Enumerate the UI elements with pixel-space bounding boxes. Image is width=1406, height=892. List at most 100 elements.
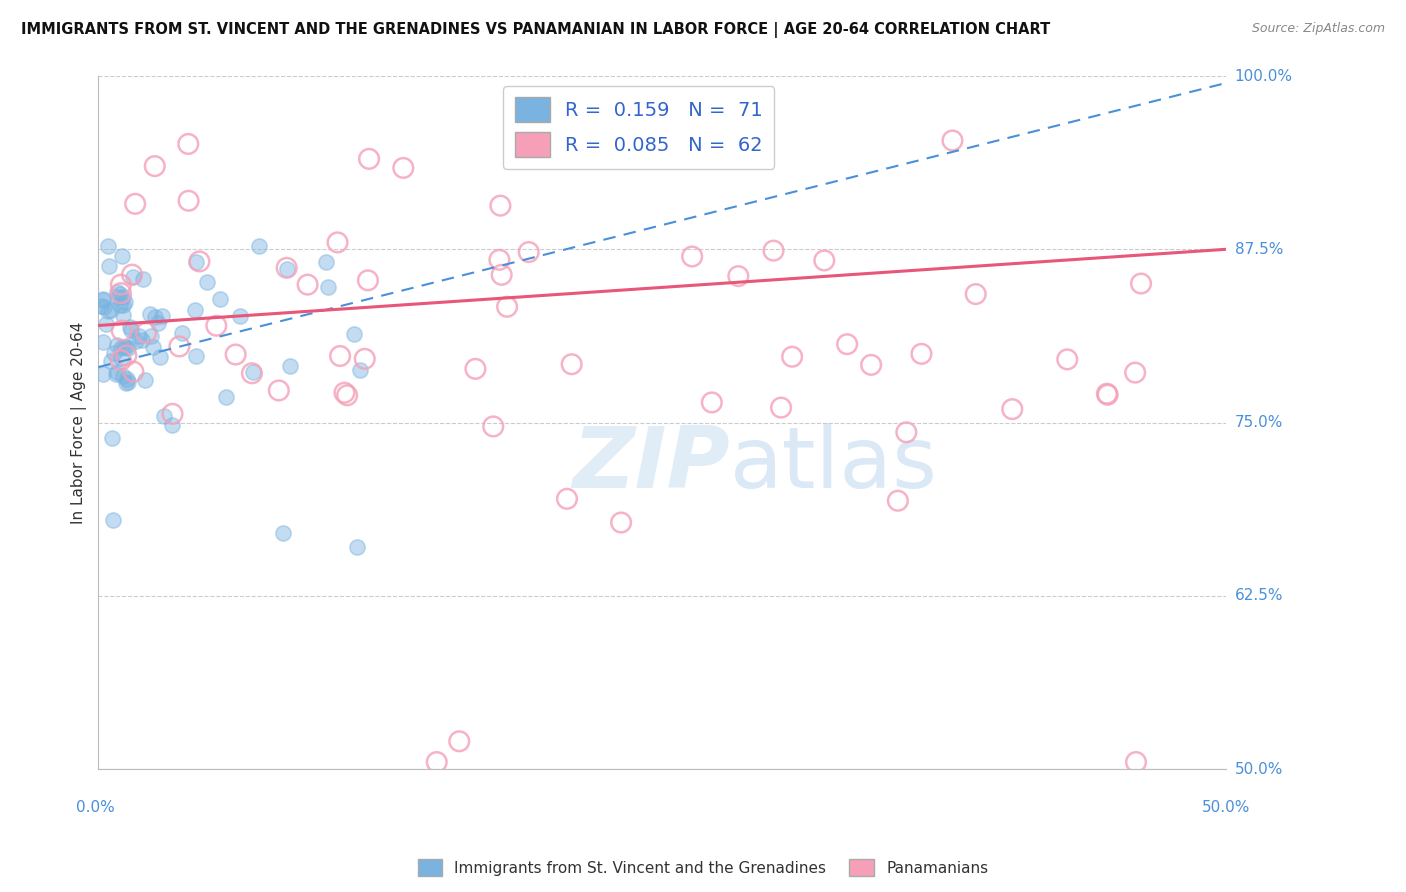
Point	[215, 390, 238, 404]
Point	[965, 287, 987, 301]
Text: atlas: atlas	[730, 423, 938, 506]
Point	[91, 334, 114, 349]
Point	[610, 516, 633, 530]
Point	[124, 197, 146, 211]
Point	[184, 349, 207, 363]
Point	[229, 310, 252, 324]
Point	[349, 362, 371, 376]
Point	[91, 293, 114, 307]
Point	[336, 388, 359, 402]
Point	[464, 362, 486, 376]
Point	[146, 316, 169, 330]
Point	[357, 152, 380, 166]
Point	[149, 351, 172, 365]
Point	[700, 395, 723, 409]
Point	[162, 407, 184, 421]
Point	[205, 318, 228, 333]
Point	[183, 302, 205, 317]
Point	[100, 302, 122, 317]
Y-axis label: In Labor Force | Age 20-64: In Labor Force | Age 20-64	[72, 321, 87, 524]
Point	[162, 417, 184, 432]
Point	[280, 359, 302, 374]
Point	[103, 346, 125, 360]
Point	[142, 340, 165, 354]
Point	[860, 358, 883, 372]
Point	[110, 353, 132, 368]
Point	[1095, 386, 1118, 401]
Text: 75.0%: 75.0%	[1234, 415, 1282, 430]
Point	[1056, 352, 1078, 367]
Point	[100, 354, 122, 368]
Point	[177, 136, 200, 151]
Point	[267, 384, 290, 398]
Point	[105, 285, 128, 300]
Text: IMMIGRANTS FROM ST. VINCENT AND THE GRENADINES VS PANAMANIAN IN LABOR FORCE | AG: IMMIGRANTS FROM ST. VINCENT AND THE GREN…	[21, 22, 1050, 38]
Text: 87.5%: 87.5%	[1234, 242, 1282, 257]
Point	[124, 334, 146, 348]
Point	[101, 430, 124, 444]
Point	[110, 341, 132, 355]
Point	[276, 262, 298, 277]
Point	[150, 309, 173, 323]
Point	[169, 339, 191, 353]
Text: 0.0%: 0.0%	[76, 799, 115, 814]
Point	[121, 268, 143, 282]
Point	[91, 367, 114, 381]
Point	[114, 376, 136, 391]
Point	[780, 350, 803, 364]
Point	[132, 272, 155, 286]
Point	[122, 270, 145, 285]
Point	[115, 372, 138, 386]
Point	[561, 357, 583, 371]
Point	[111, 324, 134, 338]
Point	[770, 401, 793, 415]
Point	[271, 526, 294, 541]
Point	[108, 287, 131, 301]
Point	[139, 307, 162, 321]
Text: 100.0%: 100.0%	[1234, 69, 1292, 84]
Point	[128, 329, 150, 343]
Point	[837, 337, 859, 351]
Point	[247, 239, 270, 253]
Point	[101, 512, 124, 526]
Point	[482, 419, 505, 434]
Text: 62.5%: 62.5%	[1234, 588, 1284, 603]
Point	[177, 194, 200, 208]
Point	[1130, 277, 1153, 291]
Point	[131, 333, 153, 347]
Point	[195, 275, 218, 289]
Point	[491, 268, 513, 282]
Point	[105, 338, 128, 352]
Point	[153, 409, 176, 423]
Point	[326, 235, 349, 250]
Point	[107, 290, 129, 304]
Point	[118, 320, 141, 334]
Point	[110, 351, 132, 365]
Point	[111, 249, 134, 263]
Point	[139, 329, 162, 343]
Point	[105, 368, 128, 382]
Point	[110, 286, 132, 301]
Point	[209, 293, 232, 307]
Point	[240, 366, 263, 380]
Point	[489, 199, 512, 213]
Point	[112, 340, 135, 354]
Point	[112, 369, 135, 384]
Point	[517, 245, 540, 260]
Text: ZIP: ZIP	[572, 423, 730, 506]
Point	[91, 293, 114, 308]
Point	[117, 376, 139, 390]
Point	[941, 133, 963, 147]
Text: Source: ZipAtlas.com: Source: ZipAtlas.com	[1251, 22, 1385, 36]
Point	[488, 252, 510, 267]
Point	[225, 347, 247, 361]
Legend: Immigrants from St. Vincent and the Grenadines, Panamanians: Immigrants from St. Vincent and the Gren…	[412, 853, 994, 882]
Point	[242, 366, 264, 380]
Point	[297, 277, 319, 292]
Point	[96, 317, 118, 331]
Point	[111, 308, 134, 322]
Point	[1123, 366, 1146, 380]
Point	[910, 347, 932, 361]
Point	[143, 310, 166, 324]
Point	[112, 298, 135, 312]
